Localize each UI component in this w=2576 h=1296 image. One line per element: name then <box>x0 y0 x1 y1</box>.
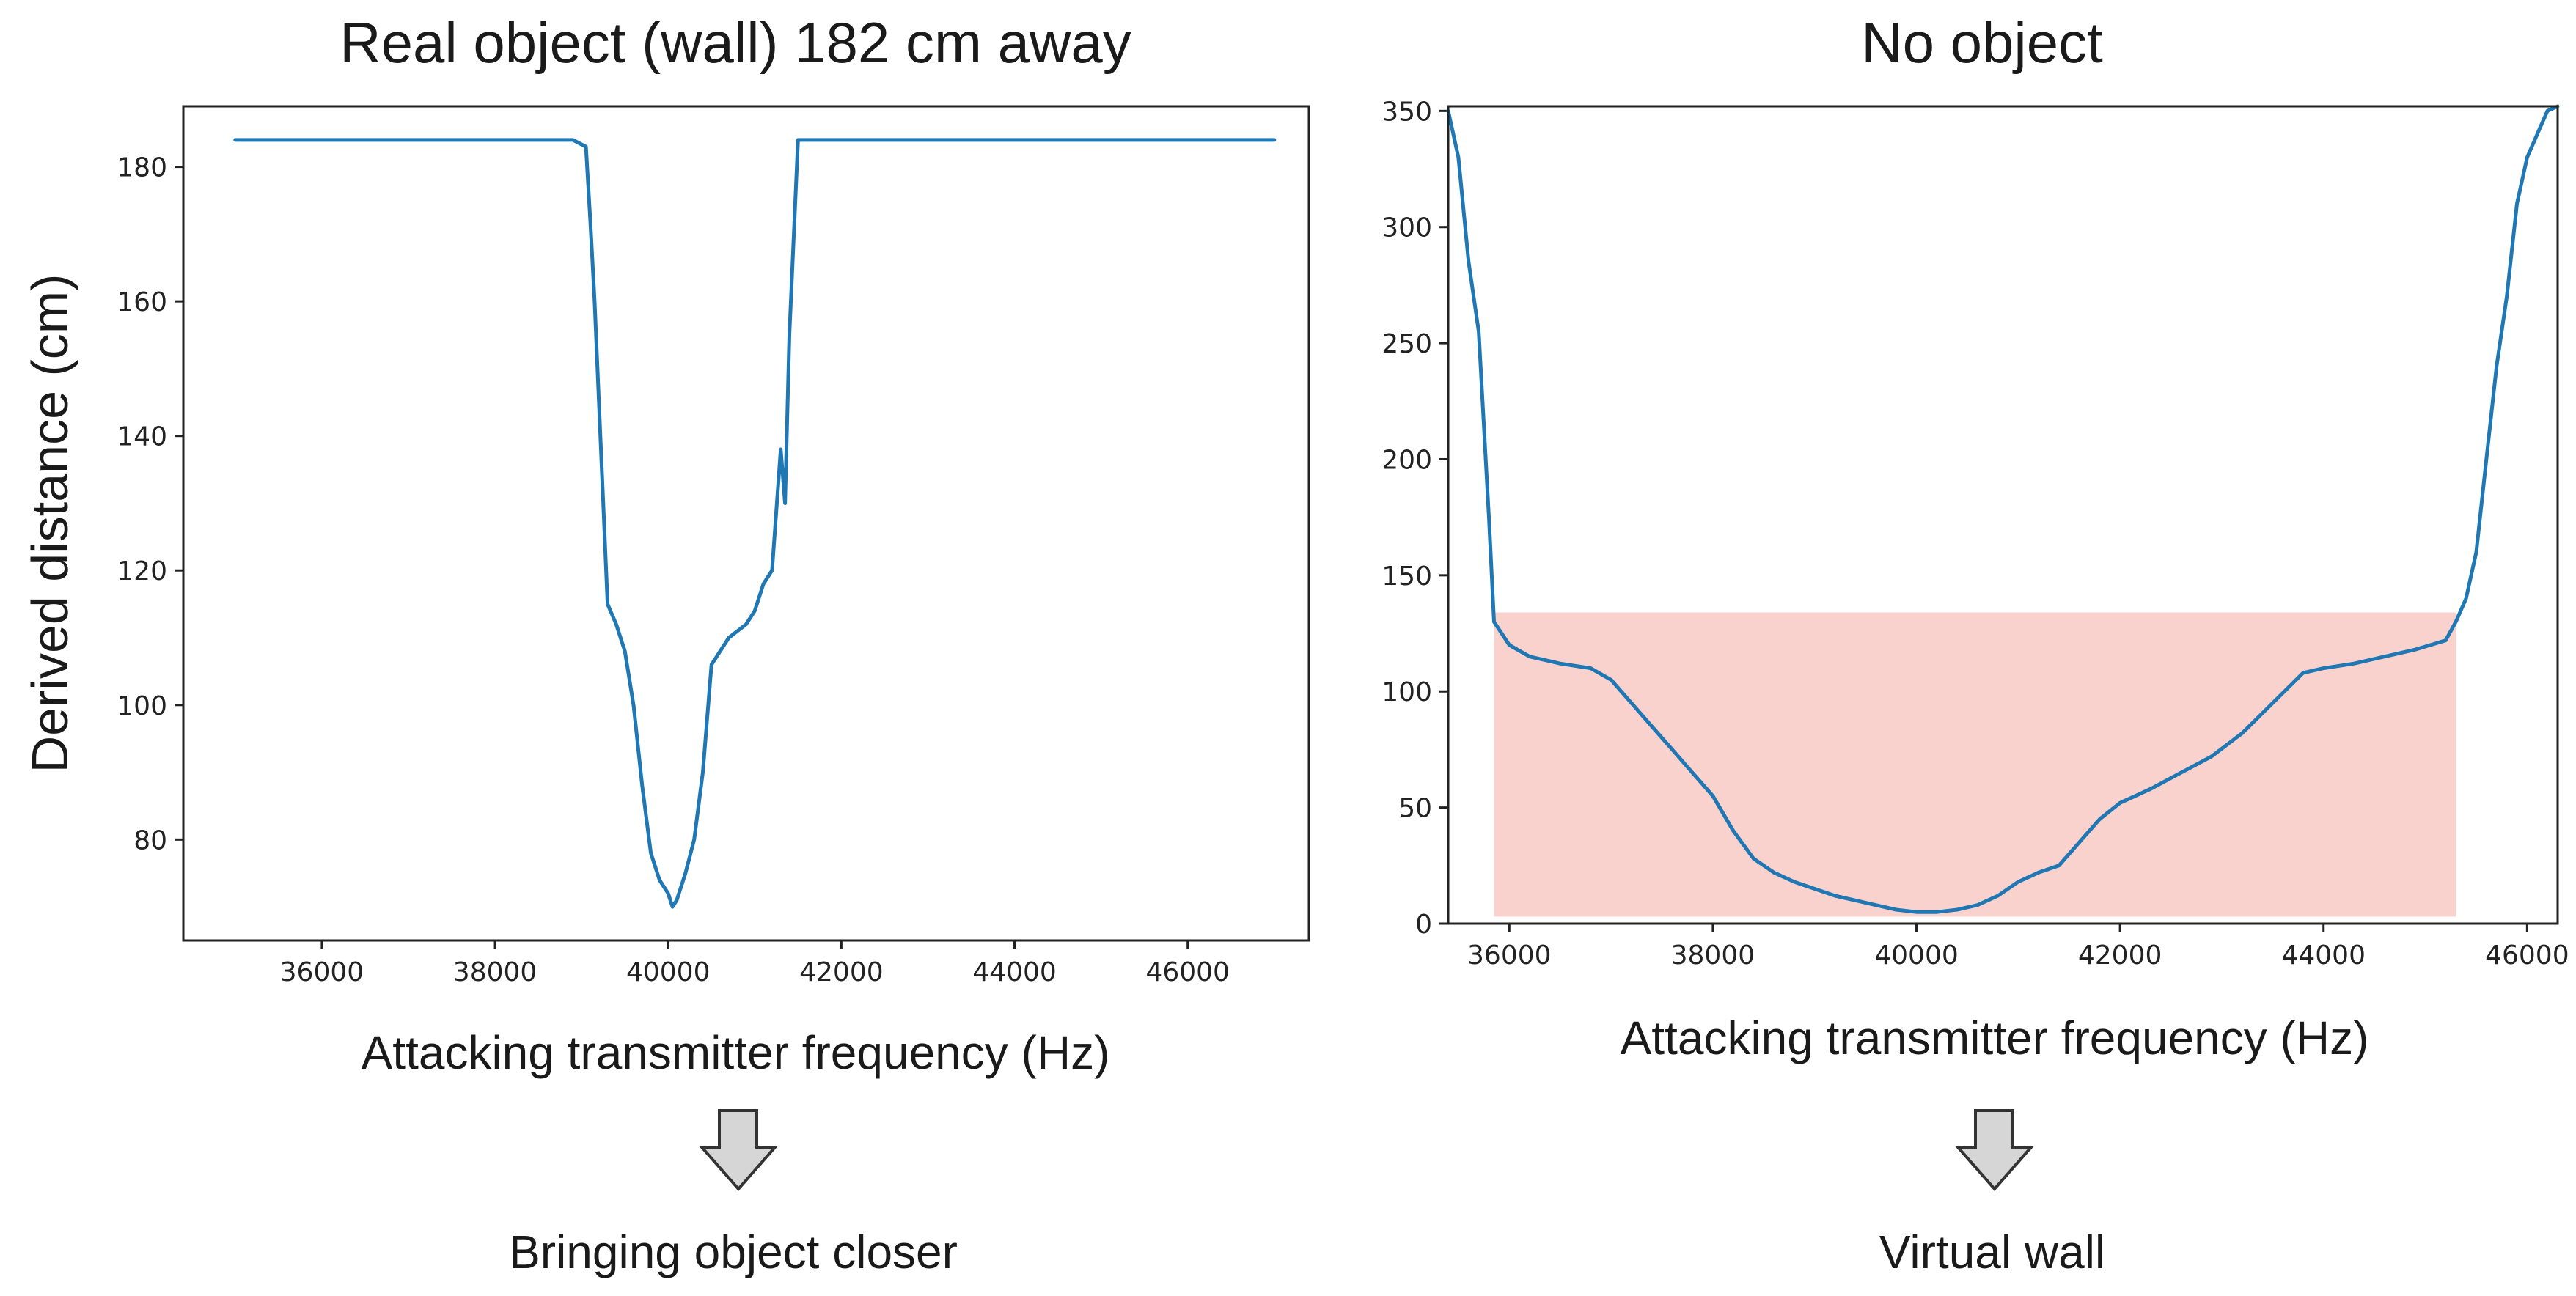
down-arrow-icon <box>1954 1109 2035 1192</box>
y-tick-label: 80 <box>133 825 167 855</box>
x-tick-label: 38000 <box>1671 940 1755 971</box>
axis-ticks: 36000 38000 40000 42000 44000 46000 0 50 100 150 2… <box>1381 97 2569 971</box>
x-tick-label: 42000 <box>799 957 884 987</box>
series-line <box>1446 104 2560 914</box>
y-tick-label: 100 <box>117 691 167 721</box>
highlight-region <box>1494 612 2456 917</box>
y-tick-label: 250 <box>1381 329 1432 359</box>
x-tick-label: 46000 <box>2485 940 2569 971</box>
axes-frame <box>182 105 1310 942</box>
x-tick-label: 38000 <box>453 957 537 987</box>
chart-title: No object <box>1861 10 2103 75</box>
y-tick-label: 0 <box>1415 910 1432 940</box>
y-tick-label: 160 <box>117 287 167 317</box>
y-tick-label: 100 <box>1381 677 1432 707</box>
x-tick-label: 44000 <box>2281 940 2366 971</box>
y-tick-label: 300 <box>1381 213 1432 243</box>
y-tick-label: 150 <box>1381 562 1432 592</box>
x-tick-label: 36000 <box>280 957 364 987</box>
y-tick-label: 180 <box>117 153 167 183</box>
x-tick-label: 40000 <box>626 957 711 987</box>
x-tick-label: 46000 <box>1145 957 1230 987</box>
y-tick-label: 350 <box>1381 97 1432 127</box>
chart-title: Real object (wall) 182 cm away <box>340 10 1131 75</box>
x-tick-label: 44000 <box>972 957 1057 987</box>
chart-panel-left: Real object (wall) 182 cm away 36000 3800… <box>21 10 1310 1278</box>
caption: Virtual wall <box>1879 1226 2105 1278</box>
caption: Bringing object closer <box>509 1226 958 1278</box>
y-tick-label: 50 <box>1398 794 1432 824</box>
chart-panel-right: No object 36000 38000 40000 42000 44000 46000… <box>1381 10 2569 1278</box>
axes-frame <box>1447 105 2559 925</box>
y-axis-label: Derived distance (cm) <box>21 274 78 773</box>
x-axis-label: Attacking transmitter frequency (Hz) <box>362 1026 1110 1079</box>
x-tick-label: 40000 <box>1874 940 1959 971</box>
x-tick-label: 36000 <box>1467 940 1552 971</box>
y-tick-label: 120 <box>117 556 167 586</box>
down-arrow-icon <box>698 1109 779 1192</box>
series-line <box>233 138 1277 909</box>
y-tick-label: 140 <box>117 422 167 452</box>
x-axis-label: Attacking transmitter frequency (Hz) <box>1621 1012 2369 1064</box>
y-tick-label: 200 <box>1381 445 1432 475</box>
axis-ticks: 36000 38000 40000 42000 44000 46000 80 100 120 14… <box>117 153 1230 987</box>
x-tick-label: 42000 <box>2078 940 2162 971</box>
